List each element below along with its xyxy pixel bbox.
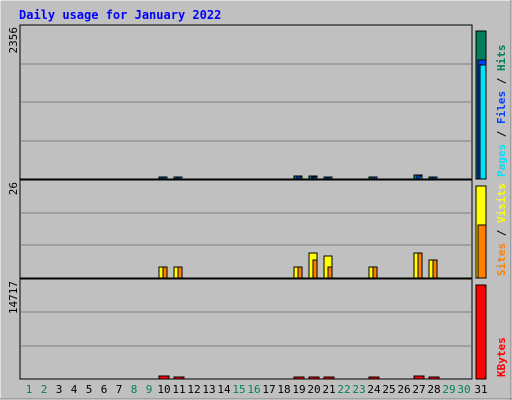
- bar-sites-day-31: [477, 224, 487, 279]
- chart-title: Daily usage for January 2022: [19, 8, 221, 22]
- legend-visits-sites: Sites / Visits: [495, 183, 508, 276]
- panel-hits-files-pages: 2356 Pages / Files / Hits: [7, 24, 508, 180]
- bar-pages-day-19: [299, 176, 303, 180]
- x-tick-day-7: 7: [116, 383, 123, 396]
- x-tick-day-14: 14: [217, 383, 231, 396]
- bar-sites-day-21: [327, 266, 333, 279]
- x-tick-day-3: 3: [56, 383, 63, 396]
- x-tick-day-1: 1: [26, 383, 33, 396]
- x-tick-day-10: 10: [157, 383, 170, 396]
- x-tick-day-6: 6: [101, 383, 108, 396]
- x-tick-day-12: 12: [187, 383, 200, 396]
- bar-pages-day-10: [164, 176, 168, 180]
- x-tick-day-20: 20: [307, 383, 320, 396]
- x-tick-day-19: 19: [292, 383, 305, 396]
- bar-kbytes-day-28: [428, 376, 440, 380]
- bar-kbytes-day-27: [413, 375, 425, 380]
- x-tick-day-11: 11: [172, 383, 185, 396]
- x-tick-day-22: 22: [337, 383, 350, 396]
- bar-pages-day-28: [434, 176, 438, 180]
- y-max-label: 26: [7, 182, 20, 195]
- x-tick-day-31: 31: [474, 383, 487, 396]
- legend-entry-pages: Pages: [495, 144, 508, 177]
- legend-kbytes: KBytes: [495, 337, 508, 377]
- x-tick-day-15: 15: [232, 383, 245, 396]
- legend-entry-files: Files: [495, 91, 508, 124]
- legend-separator: /: [495, 223, 508, 243]
- bar-sites-day-28: [432, 259, 438, 279]
- bar-sites-day-11: [177, 266, 183, 279]
- chart-panels: 2356 Pages / Files / Hits 26 Sites / Visits…: [7, 24, 508, 380]
- bar-pages-day-27: [419, 175, 423, 180]
- bar-kbytes-day-10: [158, 375, 170, 380]
- x-tick-day-17: 17: [262, 383, 275, 396]
- x-tick-day-16: 16: [247, 383, 260, 396]
- x-tick-day-23: 23: [352, 383, 365, 396]
- bar-kbytes-day-21: [323, 376, 335, 380]
- panel-visits-sites: 26 Sites / Visits: [7, 179, 508, 279]
- x-tick-day-26: 26: [397, 383, 410, 396]
- bar-sites-day-10: [162, 266, 168, 279]
- bar-pages-day-24: [374, 176, 378, 180]
- legend-entry-sites: Sites: [495, 243, 508, 276]
- legend-entry-visits: Visits: [495, 183, 508, 223]
- x-tick-day-18: 18: [277, 383, 290, 396]
- x-tick-day-9: 9: [146, 383, 153, 396]
- legend-hits-files-pages: Pages / Files / Hits: [495, 45, 508, 178]
- legend-separator: /: [495, 124, 508, 144]
- x-tick-day-28: 28: [427, 383, 440, 396]
- panel-kbytes: 14717 KBytes: [7, 278, 508, 380]
- legend-separator: /: [495, 71, 508, 91]
- bar-sites-day-20: [312, 259, 318, 279]
- x-tick-day-5: 5: [86, 383, 93, 396]
- bar-kbytes-day-24: [368, 376, 380, 380]
- x-tick-day-25: 25: [382, 383, 395, 396]
- y-max-label: 14717: [7, 281, 20, 314]
- bar-sites-day-19: [297, 266, 303, 279]
- bar-pages-day-21: [329, 176, 333, 180]
- x-tick-day-8: 8: [131, 383, 138, 396]
- plot-frame: [19, 179, 473, 279]
- x-axis-labels: 1 2 3 4 5 6 7 8 9 10 11 12 13 14 15 16 17 18 19 20 21 22 23 24 2…: [26, 383, 488, 396]
- bar-kbytes-day-20: [308, 376, 320, 380]
- bar-kbytes-day-31: [475, 284, 487, 380]
- y-max-label: 2356: [7, 27, 20, 54]
- legend-entry-kbytes: KBytes: [495, 337, 508, 377]
- bar-kbytes-day-19: [293, 376, 305, 380]
- bar-pages-day-20: [314, 176, 318, 180]
- bar-pages-day-11: [179, 176, 183, 180]
- x-tick-day-21: 21: [322, 383, 335, 396]
- x-tick-day-29: 29: [442, 383, 455, 396]
- x-tick-day-4: 4: [71, 383, 78, 396]
- bar-pages-day-31: [479, 64, 487, 180]
- plot-frame: [19, 278, 473, 380]
- x-tick-day-30: 30: [457, 383, 470, 396]
- bar-sites-day-24: [372, 266, 378, 279]
- bar-kbytes-day-11: [173, 376, 185, 380]
- x-tick-day-24: 24: [367, 383, 381, 396]
- legend-entry-hits: Hits: [495, 45, 508, 72]
- x-tick-day-27: 27: [412, 383, 425, 396]
- x-tick-day-13: 13: [202, 383, 215, 396]
- x-tick-day-2: 2: [41, 383, 48, 396]
- bar-sites-day-27: [417, 252, 423, 279]
